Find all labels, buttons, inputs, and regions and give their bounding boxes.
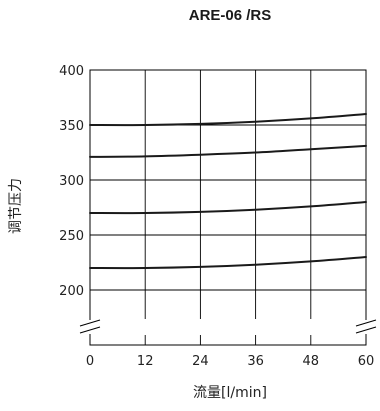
y-tick-label: 200 xyxy=(59,284,84,299)
x-tick-label: 24 xyxy=(192,354,209,369)
y-tick-label: 350 xyxy=(59,119,84,134)
x-tick-label: 12 xyxy=(137,354,154,369)
tick-labels: 200 250 300 350 400 0 12 24 36 48 60 xyxy=(59,64,374,369)
axis-break-marks xyxy=(79,319,377,334)
pressure-curve xyxy=(89,201,367,215)
y-tick-label: 300 xyxy=(59,174,84,189)
x-axis-label: 流量[l/min] xyxy=(193,385,267,401)
x-tick-label: 60 xyxy=(358,354,375,369)
y-axis-label: 调节压力 xyxy=(8,178,24,234)
pressure-curve xyxy=(89,144,367,158)
chart-title: ARE-06 /RS xyxy=(189,7,272,24)
y-tick-label: 250 xyxy=(59,229,84,244)
grid-layer xyxy=(89,69,367,346)
x-tick-label: 0 xyxy=(86,354,94,369)
axis-break-slash xyxy=(355,326,377,334)
y-tick-label: 400 xyxy=(59,64,84,79)
axis-break-slash xyxy=(79,319,101,327)
x-tick-label: 36 xyxy=(247,354,264,369)
plot-frame xyxy=(89,69,367,346)
pressure-curve xyxy=(89,113,367,127)
axis-break-slash xyxy=(79,326,101,334)
pressure-curve xyxy=(89,256,367,270)
x-tick-label: 48 xyxy=(303,354,320,369)
axis-break-slash xyxy=(355,319,377,327)
series-layer xyxy=(89,113,367,270)
